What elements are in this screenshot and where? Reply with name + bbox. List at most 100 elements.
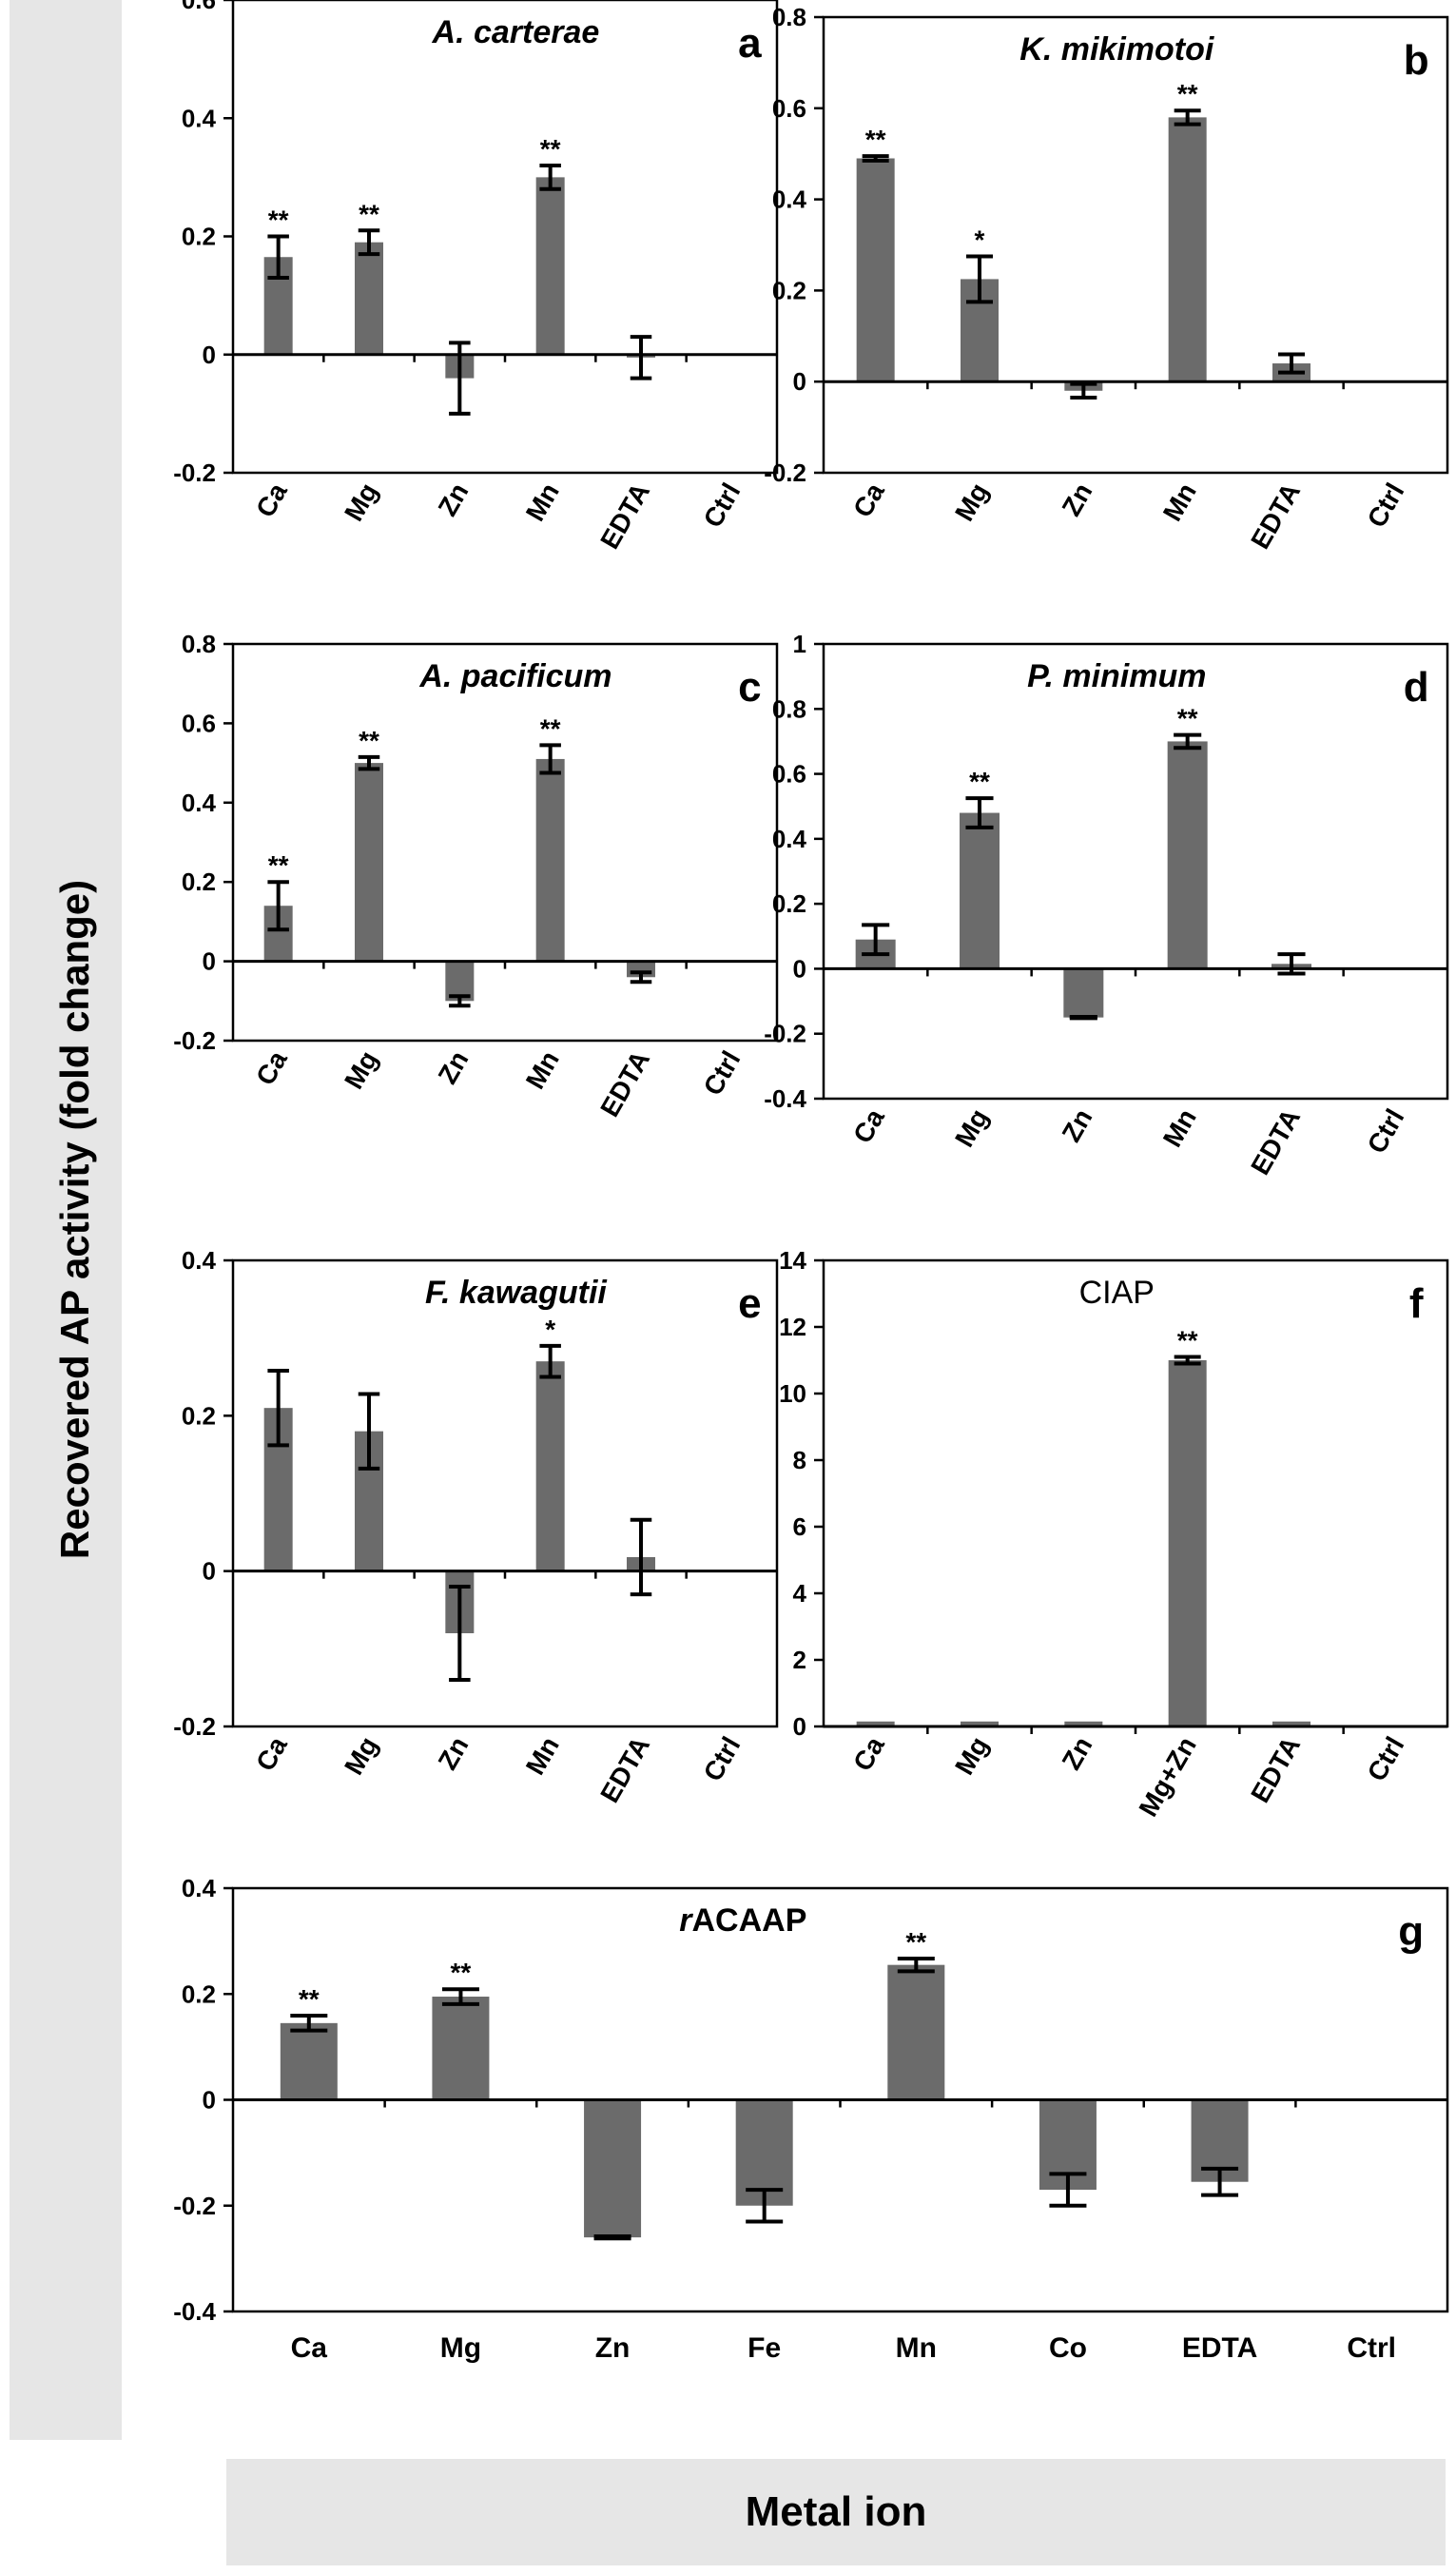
bar (1167, 741, 1208, 969)
error-bar (358, 228, 380, 257)
bar (1064, 1721, 1103, 1726)
error-bar (630, 335, 652, 380)
y-tick-label: 0 (203, 947, 216, 976)
bar (280, 2022, 338, 2100)
y-tick-label: 4 (793, 1579, 807, 1608)
error-bar (267, 880, 289, 932)
error-bar (1070, 381, 1097, 400)
chart-title: CIAP (1079, 1275, 1155, 1311)
chart-title-prefix: r (679, 1902, 693, 1939)
error-bar (593, 2234, 631, 2241)
error-bar (290, 2014, 328, 2033)
bar (856, 1721, 895, 1726)
bar (960, 812, 1000, 969)
significance-label: ** (905, 1927, 926, 1957)
x-axis-label-band: Metal ion (226, 2459, 1446, 2565)
chart-title: A. carterae (432, 14, 600, 50)
y-tick-label: 0 (793, 954, 806, 983)
error-bar (539, 1343, 561, 1379)
error-bar (862, 154, 889, 163)
error-bar (267, 1368, 289, 1448)
y-tick-label: 0.4 (182, 104, 217, 132)
x-category-label: Mn (896, 2332, 937, 2364)
panel-letter: g (1398, 1908, 1424, 1955)
y-tick-label: 0 (793, 367, 806, 396)
significance-label: ** (299, 1984, 320, 2014)
significance-label: * (545, 1315, 555, 1344)
panel-letter: a (738, 20, 762, 67)
bar (856, 158, 895, 382)
error-bar (1174, 732, 1202, 751)
error-bar (966, 254, 993, 304)
significance-label: ** (1177, 1326, 1198, 1355)
x-category-label: EDTA (1182, 2332, 1257, 2364)
significance-label: ** (865, 125, 886, 154)
error-bar (539, 743, 561, 775)
y-tick-label: -0.2 (173, 2192, 216, 2220)
error-bar (1278, 352, 1305, 375)
error-bar (897, 1956, 935, 1974)
bar (584, 2099, 642, 2238)
error-bar (1174, 1355, 1201, 1366)
error-bar (862, 923, 890, 957)
x-category-label: Co (1049, 2332, 1087, 2364)
significance-label: ** (1177, 79, 1198, 108)
bar (1063, 968, 1104, 1018)
x-axis-label: Metal ion (745, 2488, 927, 2535)
y-tick-label: 0.8 (772, 694, 806, 723)
y-axis-label-band: Recovered AP activity (fold change) (10, 0, 122, 2440)
y-tick-label: 0.2 (772, 889, 806, 918)
bar (887, 1964, 945, 2100)
bar (355, 763, 383, 962)
x-category-label: Ctrl (1347, 2332, 1396, 2364)
significance-label: ** (540, 134, 561, 164)
plot-area (231, 642, 779, 1043)
y-tick-label: -0.4 (764, 1084, 806, 1113)
y-tick-label: 2 (793, 1646, 806, 1674)
y-tick-label: 1 (793, 630, 806, 658)
bar (1168, 1360, 1207, 1726)
panel-letter: d (1404, 664, 1429, 711)
y-tick-label: -0.2 (173, 458, 216, 487)
error-bar (267, 234, 289, 280)
y-tick-label: 0 (793, 1712, 806, 1741)
y-tick-label: 0.6 (182, 0, 216, 14)
y-tick-label: 0.6 (772, 760, 806, 789)
y-tick-label: 0.8 (772, 3, 806, 31)
plot-area (231, 1258, 779, 1728)
y-tick-label: 14 (779, 1246, 806, 1275)
y-tick-label: 0.2 (182, 1979, 216, 2008)
y-tick-label: 0.4 (772, 825, 807, 853)
bar (535, 177, 565, 355)
error-bar (358, 754, 380, 771)
panel-letter: b (1404, 37, 1429, 84)
y-tick-label: 0.2 (772, 276, 806, 304)
chart-title: rACAAP (679, 1902, 806, 1939)
y-tick-label: -0.2 (173, 1712, 216, 1741)
panel-letter: f (1409, 1280, 1424, 1327)
y-tick-label: 10 (779, 1379, 806, 1408)
y-tick-label: 0.2 (182, 868, 216, 896)
x-category-label: Fe (747, 2332, 781, 2364)
error-bar (630, 1517, 652, 1597)
bar (1168, 117, 1207, 382)
y-tick-label: -0.2 (764, 1020, 806, 1048)
significance-label: ** (268, 205, 289, 235)
plot-area (822, 15, 1449, 475)
x-category-label: Mg (440, 2332, 481, 2364)
significance-label: ** (451, 1958, 472, 1987)
y-tick-label: 0 (203, 2086, 216, 2115)
chart-title: P. minimum (1027, 658, 1206, 694)
panel-letter: e (738, 1280, 761, 1327)
error-bar (1201, 2166, 1239, 2197)
error-bar (965, 796, 994, 829)
y-tick-label: -0.4 (173, 2297, 216, 2326)
bar (961, 1721, 999, 1726)
chart-title: A. pacificum (418, 658, 612, 694)
significance-label: ** (359, 199, 379, 228)
y-tick-label: 12 (779, 1313, 806, 1341)
error-bar (746, 2188, 784, 2224)
panel-letter: c (738, 664, 761, 711)
